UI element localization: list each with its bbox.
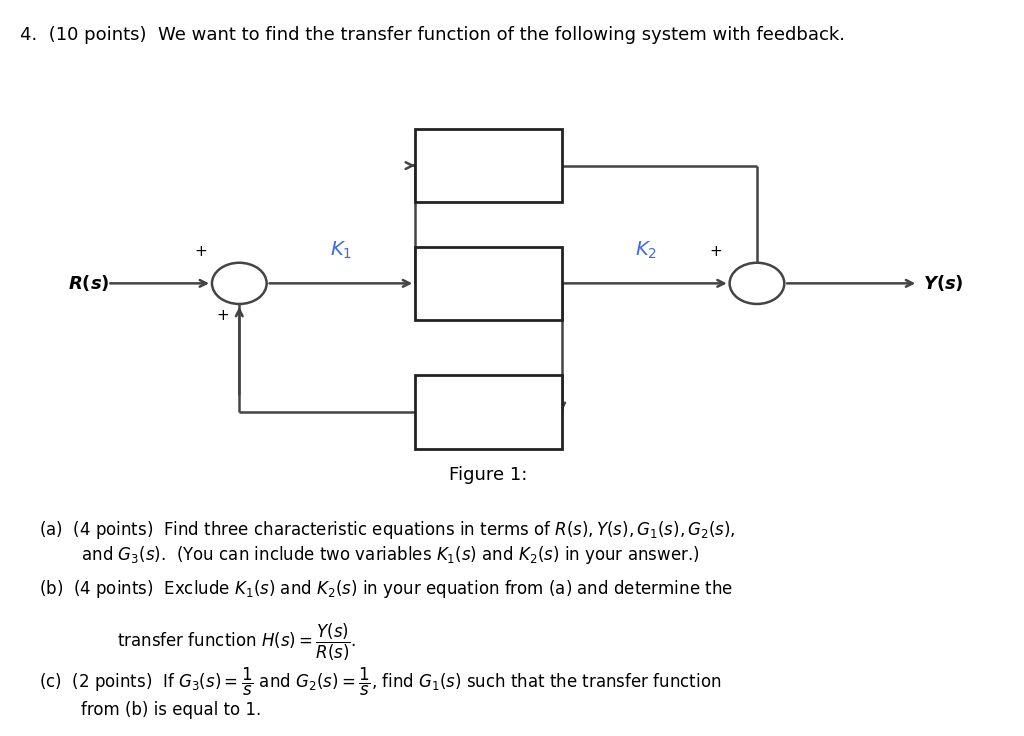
Text: $\boldsymbol{Y(s)}$: $\boldsymbol{Y(s)}$: [923, 273, 964, 294]
FancyBboxPatch shape: [415, 129, 561, 202]
Text: $\boldsymbol{R(s)}$: $\boldsymbol{R(s)}$: [69, 273, 110, 294]
FancyBboxPatch shape: [415, 247, 561, 320]
Text: Figure 1:: Figure 1:: [450, 466, 527, 484]
Text: 4.  (10 points)  We want to find the transfer function of the following system w: 4. (10 points) We want to find the trans…: [19, 26, 845, 43]
Text: +: +: [217, 308, 229, 322]
Text: $K_1$: $K_1$: [330, 240, 352, 261]
Text: $\boldsymbol{G_2}$: $\boldsymbol{G_2}$: [474, 154, 502, 177]
Text: (a)  (4 points)  Find three characteristic equations in terms of $R(s), Y(s), G_: (a) (4 points) Find three characteristic…: [39, 519, 736, 566]
Text: $K_2$: $K_2$: [635, 240, 656, 261]
Text: transfer function $H(s) = \dfrac{Y(s)}{R(s)}$.: transfer function $H(s) = \dfrac{Y(s)}{R…: [117, 622, 356, 663]
Text: (b)  (4 points)  Exclude $K_1(s)$ and $K_2(s)$ in your equation from (a) and det: (b) (4 points) Exclude $K_1(s)$ and $K_2…: [39, 578, 733, 600]
Text: (c)  (2 points)  If $G_3(s) = \dfrac{1}{s}$ and $G_2(s) = \dfrac{1}{s}$, find $G: (c) (2 points) If $G_3(s) = \dfrac{1}{s}…: [39, 666, 722, 719]
FancyBboxPatch shape: [415, 375, 561, 449]
Text: $\boldsymbol{G_3}$: $\boldsymbol{G_3}$: [474, 400, 502, 424]
Text: +: +: [709, 244, 722, 259]
Text: +: +: [195, 244, 207, 259]
Text: $\boldsymbol{G_1}$: $\boldsymbol{G_1}$: [474, 272, 502, 295]
